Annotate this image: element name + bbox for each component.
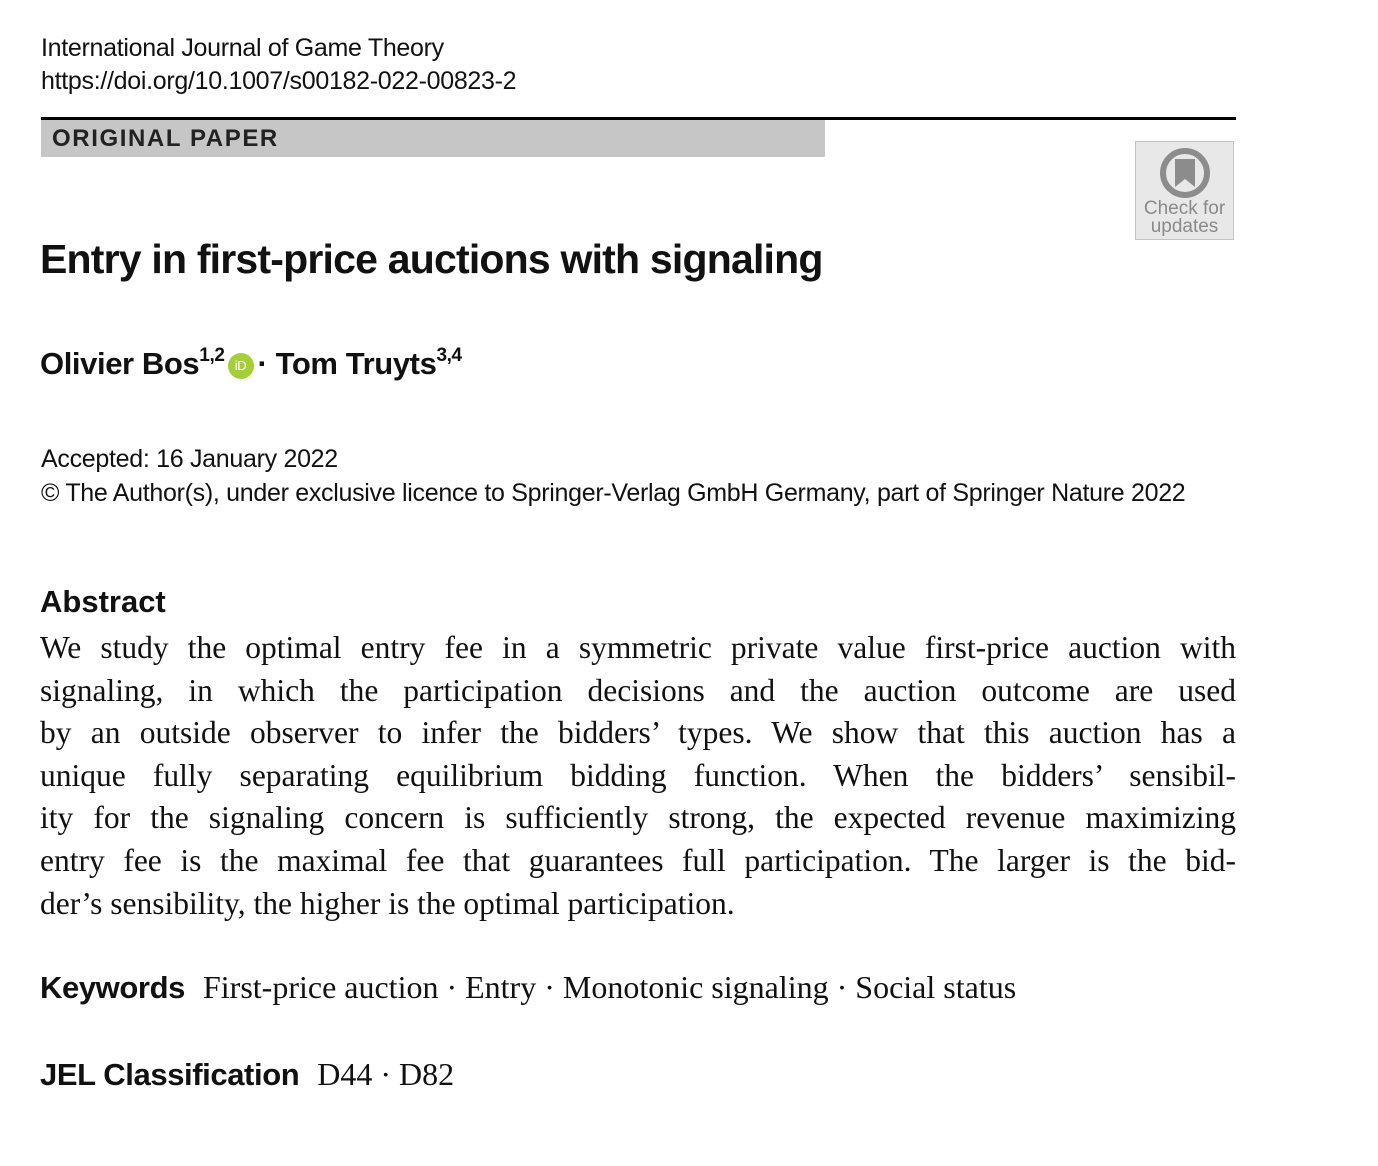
paper-title: Entry in first-price auctions with signa… [40,236,823,282]
check-updates-line2: updates [1150,216,1219,237]
bookmark-refresh-icon [1160,148,1210,198]
abstract-line: unique fully separating equilibrium bidd… [40,757,1236,793]
orcid-icon[interactable]: iD [227,353,254,379]
jel-row: JEL Classification D44 · D82 [40,1056,454,1093]
header-rule [41,117,1236,120]
abstract-line: entry fee is the maximal fee that guaran… [40,842,1236,878]
article-type-bar: ORIGINAL PAPER [41,120,825,157]
abstract-heading: Abstract [40,584,166,619]
author-separator: · [257,346,268,381]
check-updates-line1: Check for [1143,198,1226,219]
author-affiliation: 3,4 [436,345,462,366]
abstract-line: ity for the signaling concern is suffici… [40,800,1236,836]
keywords-values: First-price auction · Entry · Monotonic … [202,969,1017,1005]
author-affiliation: 1,2 [199,345,225,366]
abstract-line: We study the optimal entry fee in a symm… [40,630,1236,665]
abstract-line: by an outside observer to infer the bidd… [40,715,1236,751]
author-name[interactable]: Olivier Bos [40,346,200,381]
jel-values: D44 · D82 [317,1056,455,1092]
copyright-notice: © The Author(s), under exclusive licence… [41,479,1186,507]
author-name[interactable]: Tom Truyts [275,346,437,381]
journal-header: International Journal of Game Theory htt… [41,32,517,98]
abstract-line: der’s sensibility, the higher is the opt… [40,885,735,921]
journal-name: International Journal of Game Theory [41,34,444,62]
article-type-label: ORIGINAL PAPER [52,125,279,152]
check-for-updates-badge[interactable]: Check for updates [1135,141,1234,240]
check-updates-label: Check for updates [1136,198,1233,237]
jel-label: JEL Classification [40,1057,300,1092]
doi-link[interactable]: https://doi.org/10.1007/s00182-022-00823… [41,67,517,95]
keywords-row: Keywords First-price auction · Entry · Mo… [40,969,1016,1006]
abstract-text: We study the optimal entry fee in a symm… [40,627,1236,925]
accepted-date: Accepted: 16 January 2022 [41,445,338,473]
author-list: Olivier Bos1,2 iD · Tom Truyts3,4 [40,346,462,382]
keywords-label: Keywords [40,970,185,1005]
abstract-line: signaling, in which the participation de… [40,672,1236,708]
publication-meta: Accepted: 16 January 2022 © The Author(s… [41,442,1186,510]
